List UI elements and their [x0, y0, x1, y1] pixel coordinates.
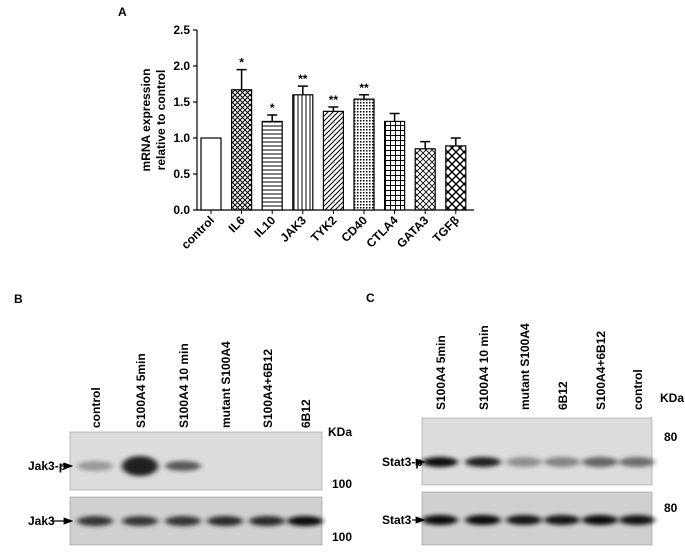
lane-label: S100A4 10 min [177, 343, 191, 428]
lane-label: S100A4+6B12 [594, 331, 608, 410]
bar [322, 110, 344, 211]
bar [353, 98, 375, 211]
bar [384, 120, 406, 211]
blot-membrane [421, 417, 653, 486]
size-marker: 80 [664, 430, 678, 444]
error-bar [236, 68, 247, 90]
significance-mark: ** [329, 93, 339, 107]
x-tick-label: IL10 [251, 213, 278, 240]
size-marker: 80 [664, 501, 678, 515]
y-tick-label: 0.5 [173, 167, 190, 181]
lane-label: 6B12 [299, 399, 313, 428]
error-bar [328, 106, 339, 112]
x-tick-label: GATA3 [394, 213, 432, 251]
blot-band [619, 515, 655, 525]
bar [261, 120, 283, 211]
lane-label: control [631, 369, 645, 410]
error-bar [389, 112, 400, 122]
blot-band [77, 516, 113, 526]
x-tick-label: TYK2 [308, 213, 340, 245]
unit-label: KDa [328, 425, 352, 439]
x-tick-label: control [178, 213, 217, 252]
blot-band [287, 516, 323, 526]
blot-band [77, 461, 113, 471]
x-tick-label: JAK3 [277, 213, 309, 245]
panel-label: C [366, 291, 375, 305]
blot-band [465, 515, 501, 525]
significance-mark: * [270, 101, 275, 115]
blot-band [165, 516, 201, 526]
lane-label: S100A4 10 min [477, 325, 491, 410]
x-tick-label: IL6 [226, 213, 248, 235]
row-label: Stat3 [382, 513, 412, 527]
blot-band [506, 457, 542, 467]
y-axis-label: relative to control [154, 70, 168, 171]
blot-band [122, 456, 158, 476]
row-label: Jak3-p [28, 459, 66, 473]
blot-band [544, 515, 580, 525]
lane-label: 6B12 [556, 381, 570, 410]
blot-band [465, 457, 501, 467]
size-marker: 100 [332, 477, 352, 491]
blot-band [582, 457, 618, 467]
lane-label: S100A4 5min [434, 335, 448, 410]
significance-mark: ** [298, 72, 308, 86]
y-axis-label: mRNA expression [139, 69, 153, 172]
error-bar [297, 85, 308, 95]
row-label: Stat3-p [382, 455, 423, 469]
y-tick-label: 2.0 [173, 59, 190, 73]
bar [292, 94, 314, 211]
panel-label: A [118, 5, 127, 19]
y-tick-label: 1.0 [173, 131, 190, 145]
bar [231, 89, 253, 211]
x-tick-label: CTLA4 [363, 213, 400, 250]
blot-band [422, 457, 458, 467]
x-tick-label: TGFβ [430, 213, 462, 245]
error-bar [267, 114, 278, 122]
blot-band [122, 516, 158, 526]
row-label: Jak3 [28, 514, 55, 528]
lane-label: S100A4+6B12 [261, 349, 275, 428]
lane-label: mutant S100A4 [518, 323, 532, 410]
bar [445, 145, 467, 211]
bar [200, 137, 222, 211]
error-bar [359, 94, 369, 100]
size-marker: 100 [332, 530, 352, 544]
blot-band [544, 457, 580, 467]
y-tick-label: 2.5 [173, 23, 190, 37]
panel-label: B [14, 292, 23, 306]
blot-band [422, 515, 458, 525]
bar [414, 148, 436, 211]
significance-mark: ** [359, 81, 369, 95]
error-bar [420, 140, 431, 149]
blot-band [165, 461, 201, 471]
blot-membrane [69, 431, 323, 491]
blot-band [207, 516, 243, 526]
y-tick-label: 1.5 [173, 95, 190, 109]
blot-band [506, 515, 542, 525]
unit-label: KDa [660, 391, 684, 405]
significance-mark: * [239, 56, 244, 70]
lane-label: control [89, 387, 103, 428]
y-tick-label: 0.0 [173, 203, 190, 217]
lane-label: mutant S100A4 [219, 341, 233, 428]
error-bar [450, 137, 461, 146]
blot-band [619, 457, 655, 467]
blot-band [249, 516, 285, 526]
lane-label: S100A4 5min [134, 353, 148, 428]
blot-band [582, 515, 618, 525]
